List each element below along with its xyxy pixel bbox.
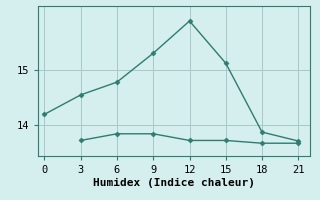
X-axis label: Humidex (Indice chaleur): Humidex (Indice chaleur) <box>93 178 255 188</box>
